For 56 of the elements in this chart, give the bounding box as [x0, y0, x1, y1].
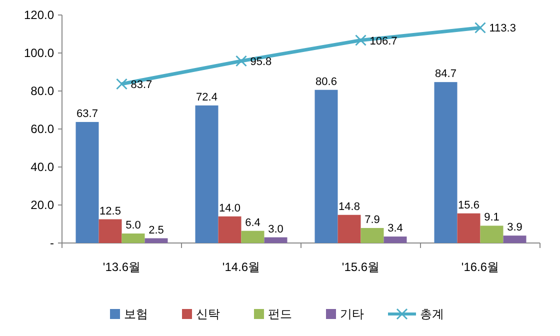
bar [122, 234, 145, 243]
data-label: 63.7 [76, 108, 98, 120]
y-tick-label: 80.0 [30, 84, 54, 98]
bar [314, 90, 338, 243]
bar [338, 214, 361, 243]
y-tick-label: 100.0 [24, 46, 54, 60]
data-label: 113.3 [489, 22, 516, 35]
bar [503, 236, 526, 243]
point [236, 55, 247, 67]
legend-label: 총계 [420, 307, 444, 321]
bar [360, 228, 384, 243]
bar [195, 105, 218, 243]
point [116, 78, 128, 90]
bar [98, 219, 122, 243]
data-label: 7.9 [364, 214, 380, 226]
legend-label: 신탁 [196, 307, 220, 321]
data-label: 14.8 [338, 200, 360, 213]
legend-label: 펀드 [268, 307, 292, 321]
data-label: 2.5 [148, 224, 164, 236]
point [474, 22, 486, 34]
data-label: 83.7 [130, 78, 152, 91]
y-tick-label: - [50, 236, 54, 250]
bar [218, 216, 242, 243]
x-tick-label: '15.6월 [342, 260, 380, 274]
point [355, 34, 366, 46]
bar [434, 82, 458, 243]
x-tick-label: '13.6월 [102, 260, 141, 274]
data-label: 9.1 [484, 212, 500, 224]
bar [480, 226, 504, 243]
bar [241, 230, 264, 243]
bar [144, 238, 168, 243]
data-label: 3.9 [507, 222, 522, 234]
data-label: 6.4 [245, 216, 260, 229]
bar [264, 237, 288, 243]
data-label: 80.6 [316, 76, 337, 88]
y-tick-label: 120.0 [24, 8, 54, 22]
data-label: 84.7 [435, 68, 456, 80]
bar [384, 236, 407, 243]
data-label: 14.0 [219, 202, 240, 214]
data-label: 15.6 [458, 199, 480, 212]
data-label: 12.5 [100, 205, 121, 218]
data-label: 5.0 [126, 220, 141, 232]
x-tick-label: '16.6월 [461, 260, 500, 274]
y-tick-label: 20.0 [30, 198, 54, 212]
bar [76, 122, 99, 243]
x-tick-label: '14.6월 [222, 260, 260, 274]
legend-label: 보험 [124, 307, 148, 321]
bar [457, 213, 480, 243]
data-label: 3.0 [268, 223, 284, 236]
data-label: 95.8 [250, 56, 272, 68]
y-tick-label: 40.0 [30, 160, 54, 174]
legend-label: 기타 [340, 307, 364, 321]
y-tick-label: 60.0 [30, 122, 54, 136]
data-label: 3.4 [388, 222, 403, 235]
data-label: 72.4 [196, 91, 218, 104]
data-label: 106.7 [370, 35, 398, 48]
